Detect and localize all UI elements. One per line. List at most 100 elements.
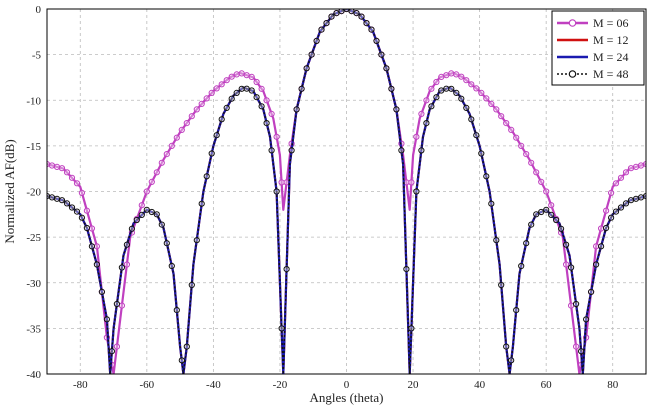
- series-marker: [143, 206, 150, 213]
- series-marker: [193, 106, 200, 113]
- series-marker: [528, 221, 535, 228]
- series-marker: [533, 169, 540, 176]
- series-marker: [523, 240, 530, 247]
- series-marker: [278, 179, 285, 186]
- series-marker: [553, 216, 560, 224]
- series-marker: [593, 243, 600, 250]
- series-marker: [368, 26, 375, 33]
- series-m48: [47, 9, 646, 374]
- series-marker: [583, 316, 590, 323]
- legend-label: M = 12: [593, 33, 628, 47]
- series-marker: [88, 243, 96, 250]
- series-marker: [518, 142, 525, 149]
- series-marker: [258, 103, 265, 110]
- x-tick-labels: -80 -60 -40 -20 0 20 40 60 80: [73, 379, 619, 391]
- series-marker: [428, 85, 435, 92]
- series-marker: [378, 51, 385, 58]
- series-marker: [113, 300, 121, 308]
- series-marker: [283, 266, 290, 273]
- series-marker: [163, 151, 170, 158]
- series-marker: [473, 132, 480, 139]
- series-marker: [318, 26, 325, 33]
- series-marker: [423, 120, 430, 127]
- series-marker: [508, 357, 515, 364]
- series-marker: [53, 195, 61, 202]
- x-tick-label: 0: [344, 379, 350, 391]
- series-marker: [248, 73, 255, 81]
- series-marker: [208, 89, 215, 97]
- legend-box: [551, 10, 645, 86]
- series-marker: [463, 104, 470, 112]
- series-marker: [83, 207, 91, 214]
- series-marker: [558, 225, 565, 232]
- series-marker: [173, 307, 180, 314]
- series-marker: [278, 325, 285, 332]
- series-marker: [243, 72, 250, 79]
- series-marker: [588, 288, 595, 295]
- series-marker: [233, 89, 240, 97]
- series-marker: [548, 211, 555, 218]
- series-marker: [538, 178, 545, 185]
- series-marker: [153, 211, 160, 218]
- series-marker: [443, 85, 450, 92]
- series-marker: [138, 211, 145, 218]
- series-marker: [183, 120, 190, 127]
- series-marker: [632, 195, 640, 202]
- series-marker: [468, 81, 475, 88]
- series-marker: [173, 134, 180, 141]
- series-marker: [163, 240, 170, 247]
- series-marker: [632, 163, 640, 170]
- series-marker: [253, 94, 260, 101]
- series-layer: [47, 9, 646, 374]
- series-marker: [203, 95, 210, 102]
- series-marker: [213, 85, 220, 92]
- series-marker: [627, 197, 635, 204]
- series-marker: [578, 348, 585, 355]
- x-tick-label: 60: [541, 379, 553, 391]
- series-marker: [188, 281, 195, 289]
- series-marker: [343, 9, 350, 13]
- series-marker: [598, 225, 605, 232]
- series-marker: [203, 173, 210, 180]
- series-marker: [183, 343, 190, 350]
- series-marker: [413, 133, 420, 140]
- series-marker: [313, 37, 320, 45]
- series-marker: [63, 169, 71, 176]
- series-marker: [303, 65, 310, 72]
- series-marker: [98, 288, 106, 295]
- series-marker: [268, 147, 275, 154]
- series-marker: [238, 70, 245, 77]
- series-marker: [53, 163, 61, 170]
- series-marker: [363, 20, 370, 27]
- y-tick-label: -5: [32, 50, 42, 62]
- series-marker: [148, 178, 155, 185]
- series-marker: [333, 10, 340, 17]
- series-marker: [423, 97, 430, 104]
- series-marker: [478, 89, 485, 97]
- legend-label: M = 48: [593, 67, 628, 81]
- series-marker: [83, 224, 91, 232]
- series-marker: [603, 207, 610, 214]
- series-marker: [488, 200, 495, 207]
- series-marker: [293, 106, 300, 113]
- series-marker: [603, 224, 610, 232]
- series-marker: [168, 262, 175, 270]
- series-marker: [123, 241, 131, 248]
- series-marker: [308, 51, 315, 58]
- series-marker: [118, 264, 126, 271]
- series-marker: [223, 77, 230, 84]
- series-marker: [198, 200, 205, 207]
- y-tick-label: 0: [36, 4, 42, 16]
- series-marker: [568, 302, 575, 309]
- series-marker: [513, 307, 520, 314]
- series-marker: [573, 343, 580, 350]
- series-marker: [493, 237, 500, 244]
- series-marker: [468, 116, 475, 123]
- series-marker: [393, 106, 400, 113]
- series-marker: [228, 95, 235, 102]
- series-marker: [358, 13, 365, 20]
- x-tick-label: 20: [408, 379, 420, 391]
- series-marker: [178, 126, 185, 133]
- series-marker: [642, 193, 646, 200]
- series-marker: [617, 174, 625, 181]
